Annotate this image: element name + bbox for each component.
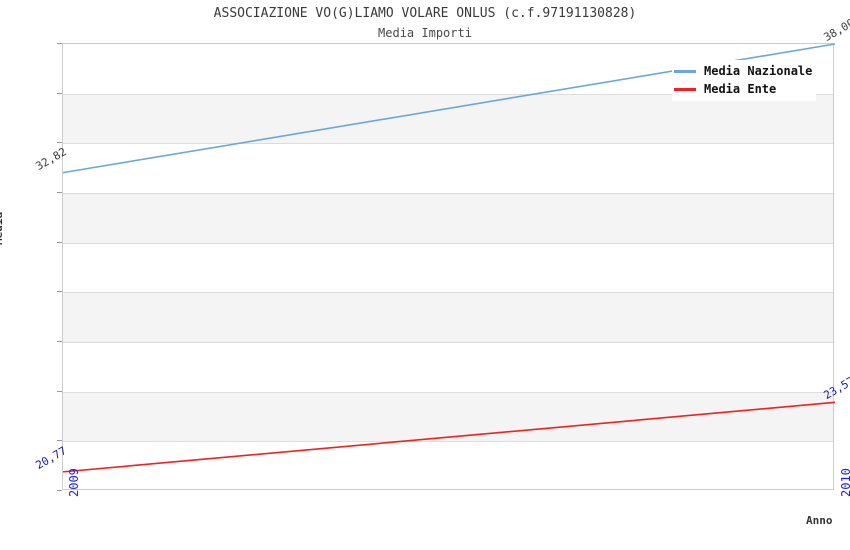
gridline xyxy=(63,243,833,244)
legend-swatch-nazionale xyxy=(674,69,696,73)
chart-subtitle: Media Importi xyxy=(378,26,472,40)
y-axis-tick-mark xyxy=(57,242,62,243)
y-axis-tick-mark xyxy=(57,192,62,193)
legend-label-nazionale: Media Nazionale xyxy=(704,64,813,78)
series-lines xyxy=(62,43,836,473)
legend-label-ente: Media Ente xyxy=(704,82,777,96)
legend-swatch-ente xyxy=(674,87,696,91)
background-band xyxy=(63,292,833,342)
y-axis-tick-mark xyxy=(57,490,62,491)
background-band xyxy=(63,193,833,243)
y-axis-tick-mark xyxy=(57,341,62,342)
gridline xyxy=(63,292,833,293)
gridline xyxy=(63,441,833,442)
legend-item-media-nazionale[interactable]: Media Nazionale xyxy=(674,62,812,80)
y-axis-tick-mark xyxy=(57,440,62,441)
y-axis-tick-mark xyxy=(57,93,62,94)
plot-area xyxy=(62,43,836,490)
x-axis-title: Anno xyxy=(806,514,833,527)
gridline xyxy=(63,342,833,343)
gridline xyxy=(63,94,833,95)
x-axis-tick-label: 2009 xyxy=(67,468,81,497)
gridline xyxy=(63,392,833,393)
x-axis-tick-label: 2010 xyxy=(839,468,850,497)
series-line xyxy=(62,401,836,473)
y-axis-tick-mark xyxy=(57,291,62,292)
y-axis-title: Media xyxy=(0,211,5,245)
background-band xyxy=(63,93,833,144)
background-band xyxy=(63,391,833,442)
y-axis-tick-mark xyxy=(57,391,62,392)
y-axis-tick-mark xyxy=(57,43,62,44)
y-axis-tick-mark xyxy=(57,142,62,143)
chart-title: ASSOCIAZIONE VO(G)LIAMO VOLARE ONLUS (c.… xyxy=(213,6,637,21)
gridline xyxy=(63,193,833,194)
legend-item-media-ente[interactable]: Media Ente xyxy=(674,80,812,98)
chart-legend: Media Nazionale Media Ente xyxy=(672,60,817,101)
gridline xyxy=(63,143,833,144)
